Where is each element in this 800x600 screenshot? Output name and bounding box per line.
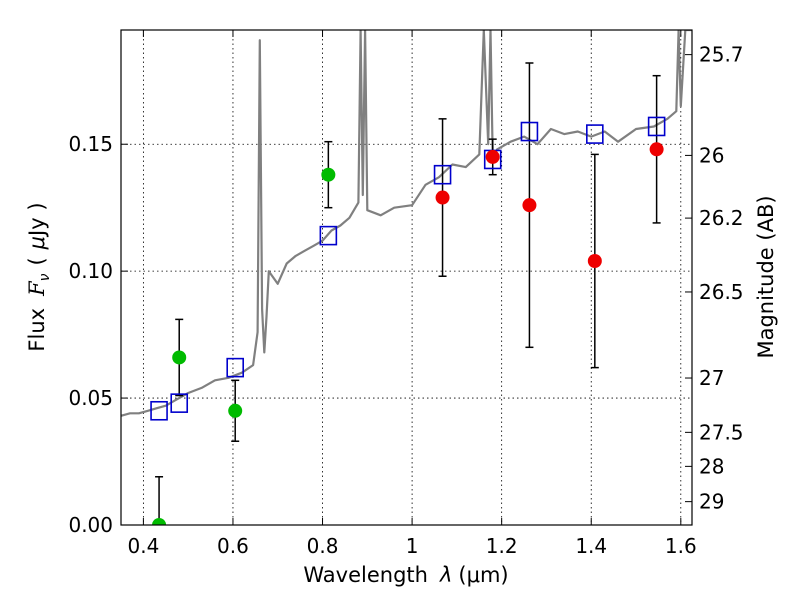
right-axis-label: Magnitude (AB) — [754, 195, 778, 358]
y-tick-label: 0.10 — [68, 259, 113, 283]
red-data-point — [522, 198, 537, 213]
plot-area — [121, 30, 692, 525]
x-tick-label: 1.2 — [486, 534, 518, 558]
y-axis-label: Flux Fν ( μJy ) — [25, 202, 53, 351]
model-square-marker — [586, 124, 604, 144]
right-tick-label: 28 — [699, 454, 724, 478]
right-tick-label: 27 — [699, 366, 724, 390]
green-data-point — [172, 350, 187, 365]
right-tick-label: 25.7 — [699, 43, 744, 67]
x-axis-label-symbol: λ — [439, 563, 452, 587]
plot-frame — [120, 29, 693, 526]
x-tick-label: 0.8 — [307, 534, 339, 558]
model-spectrum-line — [121, 30, 692, 417]
model-square-marker — [520, 121, 539, 142]
green-data-point — [228, 403, 243, 418]
y-axis-label-symbol: F — [25, 280, 49, 297]
model-square-marker — [226, 357, 244, 378]
red-data-point — [435, 190, 450, 205]
x-axis-label-text: Wavelength — [303, 563, 428, 587]
red-data-point — [587, 254, 602, 268]
green-data-point — [152, 518, 167, 525]
y-axis-label-unit-rest: Jy ) — [25, 202, 49, 238]
grid — [121, 30, 692, 526]
model-square-marker — [170, 393, 189, 413]
red-data-point — [649, 142, 664, 157]
y-tick-label: 0.00 — [68, 513, 113, 537]
x-tick-label: 1.4 — [575, 534, 607, 558]
plot-layer — [121, 30, 692, 525]
y-axis-label-subscript: ν — [37, 273, 53, 281]
y-axis-label-text: Flux — [25, 308, 49, 352]
x-tick-label: 0.4 — [127, 534, 159, 558]
y-tick-label: 0.15 — [68, 132, 113, 156]
x-axis-label-unit: (μm) — [458, 563, 508, 587]
right-tick-label: 27.5 — [699, 420, 744, 444]
right-tick-label: 26 — [699, 143, 724, 167]
x-tick-label: 0.6 — [217, 534, 249, 558]
axis-layer: 0.4 0.6 0.8 1 1.2 1.4 1.6 0.00 0.05 0.10 0.15 25.7 2… — [68, 30, 744, 558]
x-tick-label: 1.6 — [665, 534, 697, 558]
red-data-point — [485, 149, 500, 164]
x-tick-label: 1 — [406, 534, 419, 558]
y-axis-label-unit-mu: μ — [25, 236, 49, 250]
x-axis-label: Wavelength λ (μm) — [303, 563, 508, 587]
right-tick-label: 29 — [699, 490, 724, 514]
model-square-marker — [647, 116, 666, 137]
model-square-marker — [150, 400, 168, 421]
right-tick-label: 26.2 — [699, 206, 744, 230]
y-axis-label-unit-open: ( — [25, 257, 49, 265]
right-tick-label: 26.5 — [699, 280, 744, 304]
green-data-point — [321, 167, 336, 182]
y-tick-label: 0.05 — [68, 386, 113, 410]
model-square-marker — [319, 225, 338, 246]
model-square-marker — [433, 164, 452, 185]
